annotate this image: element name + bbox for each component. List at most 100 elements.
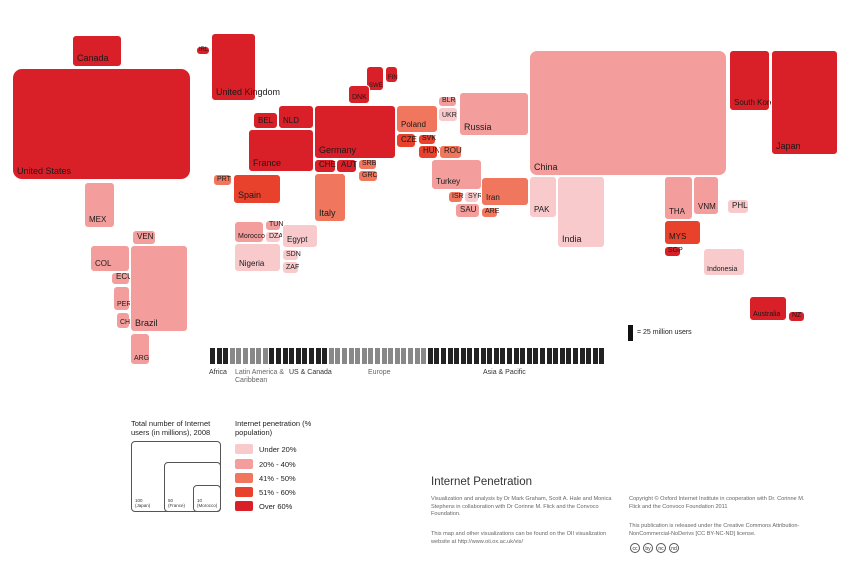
country-label: SYR: [468, 193, 483, 200]
country-pak[interactable]: PAK: [529, 176, 557, 218]
country-chl[interactable]: CHL: [116, 312, 134, 329]
country-per[interactable]: PER: [113, 286, 132, 311]
country-sau[interactable]: SAU: [455, 203, 480, 218]
country-australia[interactable]: Australia: [749, 296, 787, 321]
country-ecu[interactable]: ECU: [111, 272, 133, 285]
country-iran[interactable]: Iran: [481, 177, 529, 206]
country-col[interactable]: COL: [90, 245, 130, 272]
user-figure-icon: [361, 348, 367, 364]
user-figure-icon: [223, 348, 229, 364]
country-label: SVK: [422, 135, 437, 142]
country-skorea[interactable]: South Korea: [729, 50, 778, 111]
country-sgp[interactable]: SGP: [664, 246, 683, 257]
user-figure-icon: [493, 348, 499, 364]
country-che[interactable]: CHE: [314, 159, 336, 173]
country-prt[interactable]: PRT: [213, 174, 232, 186]
country-label: PAK: [534, 205, 550, 214]
user-figure-icon: [210, 348, 215, 364]
country-italy[interactable]: Italy: [314, 173, 346, 222]
country-russia[interactable]: Russia: [459, 92, 529, 136]
user-figure-icon: [427, 348, 433, 364]
country-nld[interactable]: NLD: [278, 105, 314, 129]
country-usa[interactable]: United States: [12, 68, 191, 180]
country-cze[interactable]: CZE: [396, 133, 417, 148]
country-label: NLD: [283, 116, 300, 125]
country-swe[interactable]: SWE: [366, 66, 384, 91]
user-figure-icon: [315, 348, 321, 364]
user-figure-icon: [586, 348, 592, 364]
country-ven[interactable]: VEN: [132, 230, 156, 245]
country-egypt[interactable]: Egypt: [282, 224, 318, 248]
country-zaf[interactable]: ZAF: [282, 261, 299, 274]
country-label: SRB: [362, 160, 377, 167]
region-label-europe: Europe: [368, 369, 391, 376]
country-spain[interactable]: Spain: [233, 174, 281, 204]
user-figure-icon: [309, 348, 314, 364]
country-vnm[interactable]: VNM: [693, 176, 719, 215]
country-label: SWE: [369, 83, 383, 89]
country-uk[interactable]: United Kingdom: [211, 33, 280, 101]
country-syr[interactable]: SYR: [464, 191, 483, 203]
country-mys[interactable]: MYS: [664, 220, 701, 245]
country-turkey[interactable]: Turkey: [431, 159, 482, 190]
country-label: COL: [95, 259, 112, 268]
country-hun[interactable]: HUN: [418, 145, 440, 159]
country-india[interactable]: India: [557, 176, 605, 248]
country-indonesia[interactable]: Indonesia: [703, 248, 745, 276]
by-icon: by: [643, 543, 653, 553]
country-label: PER: [117, 301, 132, 308]
country-svk[interactable]: SVK: [418, 134, 436, 145]
country-srb[interactable]: SRB: [358, 159, 377, 170]
user-figure-icon: [447, 348, 453, 364]
country-dza[interactable]: DZA: [265, 231, 283, 243]
country-tha[interactable]: THA: [664, 176, 693, 220]
country-arg[interactable]: ARG: [130, 333, 150, 365]
user-figure-icon: [262, 348, 268, 364]
country-label: Russia: [464, 122, 492, 132]
website-text: This map and other visualizations can be…: [431, 531, 607, 545]
country-rou[interactable]: ROU: [439, 145, 462, 159]
user-figure-icon: [500, 348, 506, 364]
country-fin[interactable]: FIN: [385, 66, 398, 83]
scale-label: = 25 million users: [637, 329, 692, 336]
country-isr[interactable]: ISR: [448, 191, 464, 203]
country-irl[interactable]: IRL: [196, 46, 210, 55]
user-figure-icon: [355, 348, 361, 364]
legend-item-51-60: 51% - 60%: [235, 487, 345, 498]
country-label: DNK: [352, 94, 367, 101]
country-nigeria[interactable]: Nigeria: [234, 243, 281, 272]
country-bel[interactable]: BEL: [253, 112, 278, 129]
country-phl[interactable]: PHL: [727, 199, 749, 214]
size-box-10: 10 (Morocco): [193, 485, 221, 512]
country-dnk[interactable]: DNK: [348, 85, 370, 104]
country-blr[interactable]: BLR: [438, 96, 457, 107]
country-morocco[interactable]: Morocco: [234, 221, 265, 243]
legend-swatch: [235, 473, 253, 483]
country-france[interactable]: France: [248, 129, 314, 172]
country-are[interactable]: ARE: [481, 207, 499, 218]
country-label: United Kingdom: [216, 87, 281, 97]
legend-swatch: [235, 487, 253, 497]
country-label: South Korea: [734, 98, 779, 107]
user-figure-icon: [533, 348, 539, 364]
user-figure-icon: [573, 348, 578, 364]
country-japan[interactable]: Japan: [771, 50, 838, 155]
country-grc[interactable]: GRC: [358, 170, 378, 182]
country-canada[interactable]: Canada: [72, 35, 122, 67]
country-sdn[interactable]: SDN: [282, 249, 301, 261]
country-mex[interactable]: MEX: [84, 182, 115, 228]
user-figure-icon: [229, 348, 235, 364]
country-germany[interactable]: Germany: [314, 105, 396, 159]
country-label: Indonesia: [707, 266, 738, 273]
country-poland[interactable]: Poland: [396, 105, 438, 133]
country-brazil[interactable]: Brazil: [130, 245, 188, 332]
country-tun[interactable]: TUN: [265, 220, 283, 231]
user-figure-icon: [249, 348, 255, 364]
country-aut[interactable]: AUT: [336, 159, 357, 173]
country-china[interactable]: China: [529, 50, 727, 176]
country-nz[interactable]: NZ: [788, 311, 805, 322]
country-ukr[interactable]: UKR: [438, 107, 458, 122]
country-label: SAU: [460, 205, 477, 214]
legend-label: 20% - 40%: [259, 460, 296, 469]
country-label: PRT: [217, 176, 231, 183]
